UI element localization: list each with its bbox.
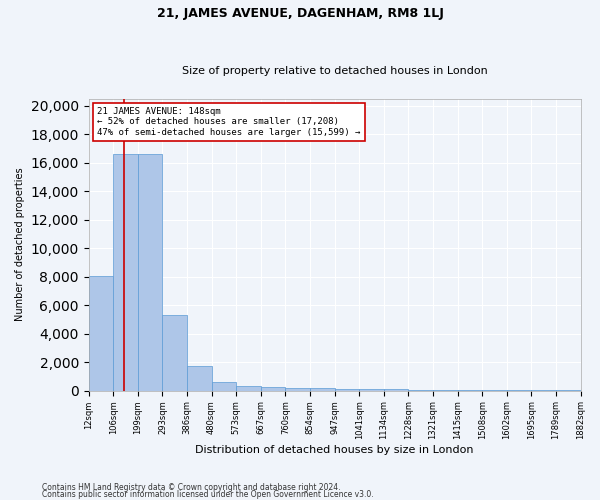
Bar (89, 276, 113, 390)
Bar (310, 388, 335, 390)
Text: Contains public sector information licensed under the Open Government Licence v3: Contains public sector information licen… (42, 490, 374, 499)
Bar (359, 389, 384, 390)
Y-axis label: Number of detached properties: Number of detached properties (15, 168, 25, 322)
X-axis label: Distribution of detached houses by size in London: Distribution of detached houses by size … (196, 445, 474, 455)
Text: 21, JAMES AVENUE, DAGENHAM, RM8 1LJ: 21, JAMES AVENUE, DAGENHAM, RM8 1LJ (157, 8, 443, 20)
Bar (163, 315, 187, 390)
Bar (113, 154, 138, 390)
Bar (335, 389, 359, 390)
Bar (212, 382, 236, 390)
Bar (187, 366, 212, 390)
Bar (138, 154, 163, 390)
Title: Size of property relative to detached houses in London: Size of property relative to detached ho… (182, 66, 487, 76)
Bar (236, 386, 261, 390)
Text: 21 JAMES AVENUE: 148sqm
← 52% of detached houses are smaller (17,208)
47% of sem: 21 JAMES AVENUE: 148sqm ← 52% of detache… (97, 107, 361, 137)
Bar (286, 388, 310, 390)
Bar (261, 387, 286, 390)
Text: Contains HM Land Registry data © Crown copyright and database right 2024.: Contains HM Land Registry data © Crown c… (42, 484, 341, 492)
